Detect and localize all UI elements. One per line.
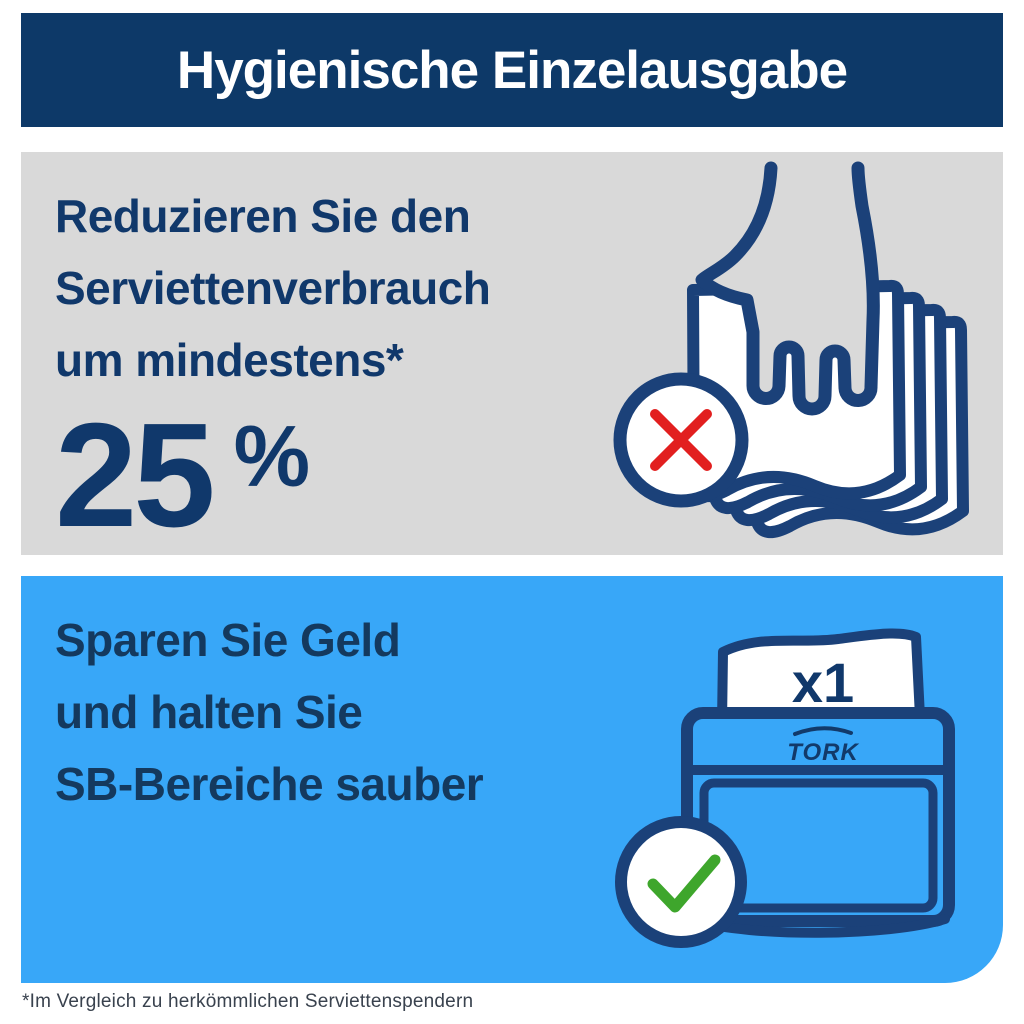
page-title: Hygienische Einzelausgabe bbox=[176, 40, 848, 100]
headline-line: Serviettenverbrauch bbox=[55, 262, 491, 314]
single-napkin-icon: x1 bbox=[717, 628, 925, 728]
headline-line: Reduzieren Sie den bbox=[55, 190, 471, 242]
header-banner: Hygienische Einzelausgabe bbox=[21, 13, 1003, 127]
footnote-disclaimer: *Im Vergleich zu herkömmlichen Serviette… bbox=[22, 991, 474, 1012]
tork-logo-text: TORK bbox=[787, 739, 859, 766]
cross-icon bbox=[650, 409, 712, 471]
headline-line: um mindestens* bbox=[55, 334, 404, 386]
save-money-headline: Sparen Sie Geld und halten Sie SB-Bereic… bbox=[55, 604, 484, 820]
reduction-value: 25 % bbox=[55, 393, 311, 558]
reduction-percentage-unit: % bbox=[233, 409, 311, 505]
cross-badge-icon bbox=[613, 372, 749, 508]
napkin-dispenser-icon: x1 TORK bbox=[615, 628, 955, 948]
headline-line: Sparen Sie Geld bbox=[55, 614, 401, 666]
check-badge-icon bbox=[615, 816, 747, 948]
reduction-percentage-number: 25 bbox=[55, 393, 216, 558]
benefit-panel-reduce-consumption: Reduzieren Sie den Serviettenverbrauch u… bbox=[21, 152, 1003, 555]
benefit-panel-save-money: Sparen Sie Geld und halten Sie SB-Bereic… bbox=[21, 576, 1003, 983]
reduce-consumption-headline: Reduzieren Sie den Serviettenverbrauch u… bbox=[55, 180, 491, 396]
hand-grabbing-napkin-stack-icon bbox=[613, 161, 969, 538]
tork-logo: TORK bbox=[787, 726, 859, 766]
hand-icon bbox=[695, 161, 880, 416]
headline-line: SB-Bereiche sauber bbox=[55, 758, 484, 810]
checkmark-icon bbox=[647, 854, 721, 913]
napkin-count-label: x1 bbox=[792, 651, 854, 714]
headline-line: und halten Sie bbox=[55, 686, 363, 738]
